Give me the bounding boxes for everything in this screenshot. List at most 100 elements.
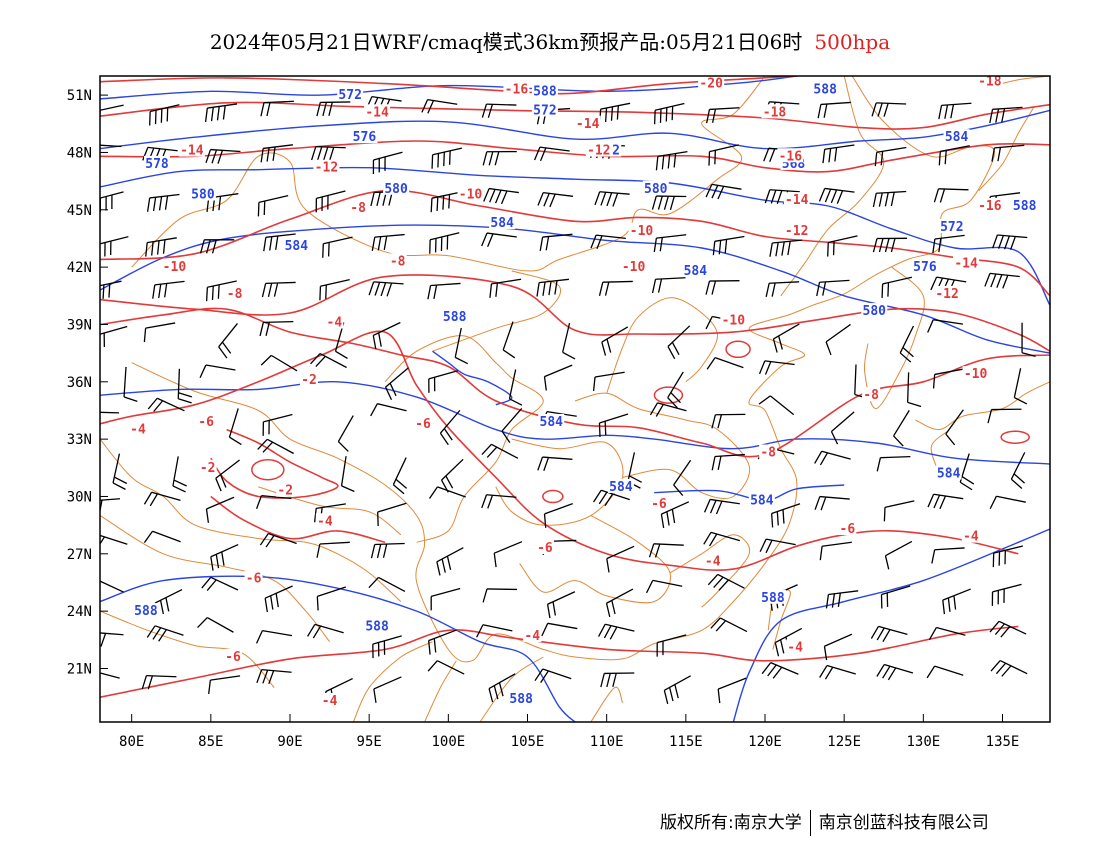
wind-barb (260, 100, 294, 117)
wind-barb (264, 585, 293, 613)
wind-barb (534, 668, 572, 683)
temperature-contour-label-bg (244, 570, 263, 585)
wind-barb (648, 543, 684, 558)
height-contour-label: 580 (644, 182, 668, 197)
temperature-contour-label-bg (300, 371, 318, 386)
wind-barb (546, 591, 576, 619)
wind-barb (100, 144, 122, 148)
wind-barb (143, 530, 181, 544)
chart-title: 2024年05月21日WRF/cmaq模式36km预报产品:05月21日06时 5… (0, 26, 1100, 55)
wind-barb (606, 545, 635, 573)
wind-barb (989, 495, 1026, 510)
wind-barb (823, 633, 853, 661)
temperature-contour-label-bg (315, 513, 334, 528)
wind-barb (1010, 452, 1026, 489)
temperature-contour-label: -12 (785, 224, 808, 239)
height-contour-label: 572 (338, 88, 361, 103)
temperature-contour-label: -6 (415, 417, 431, 432)
height-contour (100, 224, 1050, 354)
boundary-line (519, 515, 671, 604)
height-contour-label: 588 (365, 619, 389, 634)
wind-barb (653, 234, 687, 253)
wind-barb (990, 659, 1028, 677)
wind-barb (593, 489, 630, 507)
wind-barb (600, 672, 635, 688)
wind-barb (476, 624, 513, 638)
wind-barb (991, 144, 1025, 162)
temperature-contour-label: -4 (130, 423, 146, 438)
wind-barb (814, 495, 850, 511)
height-contour-label: 588 (443, 310, 467, 325)
temperature-contour-label: -14 (954, 256, 978, 271)
wind-barb (123, 366, 138, 403)
temperature-contour-label-bg (961, 528, 980, 543)
temperature-contour (210, 495, 386, 544)
temperature-contour-label-bg (628, 222, 655, 237)
wind-barb (430, 587, 461, 611)
wind-barb (932, 234, 965, 253)
wind-barb (489, 278, 522, 298)
temperature-contour-label: -12 (935, 287, 958, 302)
wind-barb (772, 323, 800, 353)
temperature-contour-label: -2 (301, 373, 317, 388)
temperature-contour-label-bg (862, 387, 881, 402)
wind-barb (100, 580, 124, 593)
temperature-contour-label: -10 (459, 187, 483, 202)
wind-barb (205, 280, 237, 302)
height-contour-label: 580 (191, 187, 215, 202)
wind-barb (481, 443, 519, 459)
temperature-contour-label-bg (388, 253, 407, 268)
temperature-contour-label: -2 (277, 484, 293, 499)
wind-barb (112, 453, 128, 490)
height-contour-label: 588 (533, 84, 557, 99)
height-contour-label-bg (861, 303, 888, 318)
temperature-contour-loop (1000, 430, 1030, 444)
height-contour-label-bg (1011, 197, 1038, 212)
footer-left: 版权所有:南京大学 (660, 813, 802, 833)
wind-barb (710, 617, 748, 633)
temperature-contour-label: -6 (198, 415, 214, 430)
wind-barb (711, 453, 745, 471)
temperature-contour (100, 274, 1050, 352)
boundary-line (606, 297, 719, 394)
boundary-line (424, 660, 457, 722)
wind-barb (508, 369, 523, 406)
wind-barb (482, 150, 517, 166)
wind-barb (537, 191, 574, 208)
temperature-contour-label-bg (783, 222, 810, 237)
wind-barb (712, 235, 745, 256)
wind-barb (822, 144, 855, 164)
wind-barb (482, 588, 517, 603)
wind-barb (340, 456, 355, 493)
temperature-contour-label-bg (414, 415, 432, 430)
boundary-line (915, 381, 1050, 431)
temperature-contour-label: -18 (763, 105, 787, 120)
wind-barb (488, 673, 516, 703)
temperature-contour-label: -4 (317, 514, 333, 529)
temperature-contour-label-bg (535, 540, 554, 555)
wind-barb (316, 586, 347, 611)
wind-barb (872, 237, 908, 253)
temperature-contour (210, 428, 339, 499)
wind-barb (819, 541, 852, 561)
temperature-contour-label: -8 (863, 388, 879, 403)
height-contour-label-bg (283, 238, 310, 253)
wind-barb (199, 239, 235, 254)
wind-barb (197, 617, 234, 633)
height-contour (100, 109, 1050, 150)
temperature-contour-label-bg (161, 259, 188, 274)
height-contour-label: 584 (609, 480, 633, 495)
wind-barb (218, 323, 238, 359)
temperature-contour-label-bg (953, 255, 980, 270)
wind-barb (537, 456, 573, 471)
height-contour-label: 584 (285, 239, 309, 254)
temperature-contour-label: -6 (651, 497, 667, 512)
lat-tick-label: 39N (67, 317, 92, 333)
temperature-contour-label-bg (129, 421, 147, 436)
temperature-contour (100, 330, 1019, 571)
wind-barb (881, 276, 913, 298)
wind-barb (938, 145, 970, 166)
wind-barb (255, 494, 292, 509)
wind-barb (427, 660, 465, 675)
wind-barb (502, 321, 516, 359)
